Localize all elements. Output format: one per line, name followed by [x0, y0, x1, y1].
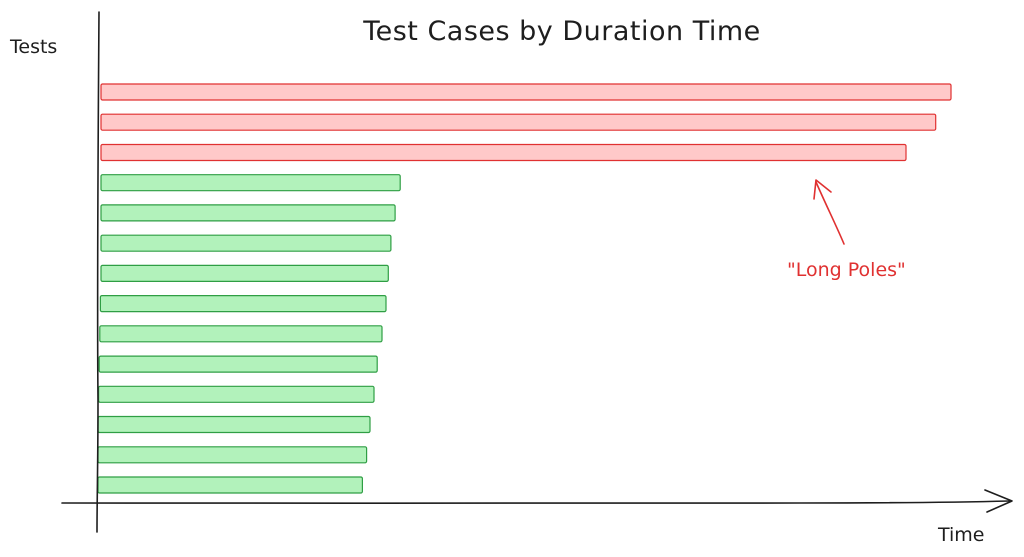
- y-axis-label: Tests: [9, 36, 57, 58]
- test-duration-bar: [100, 264, 389, 282]
- y-axis-line: [96, 11, 100, 533]
- chart-title: Test Cases by Duration Time: [362, 16, 761, 47]
- test-duration-bar: [99, 295, 387, 313]
- x-axis-line: [61, 500, 1011, 505]
- bars-layer: [97, 83, 952, 494]
- long-poles-annotation: "Long Poles": [787, 179, 906, 281]
- long-pole-bar: [100, 143, 907, 162]
- test-duration-bar: [99, 325, 383, 343]
- annotation-label: "Long Poles": [787, 259, 906, 281]
- annotation-arrowhead: [813, 179, 832, 200]
- long-pole-bar: [100, 113, 937, 131]
- test-duration-bar: [100, 204, 396, 222]
- x-axis-arrowhead: [984, 489, 1013, 513]
- test-duration-bar: [100, 174, 401, 192]
- test-duration-bar: [98, 355, 378, 373]
- x-axis-label: Time: [937, 524, 985, 546]
- annotation-arrow-line: [815, 181, 845, 245]
- test-duration-bar: [97, 385, 375, 403]
- test-duration-bar: [97, 446, 368, 464]
- test-duration-bar: [97, 415, 371, 434]
- test-duration-bar: [100, 234, 392, 252]
- test-duration-bar: [97, 476, 363, 494]
- axes: [61, 11, 1013, 533]
- long-pole-bar: [100, 83, 952, 101]
